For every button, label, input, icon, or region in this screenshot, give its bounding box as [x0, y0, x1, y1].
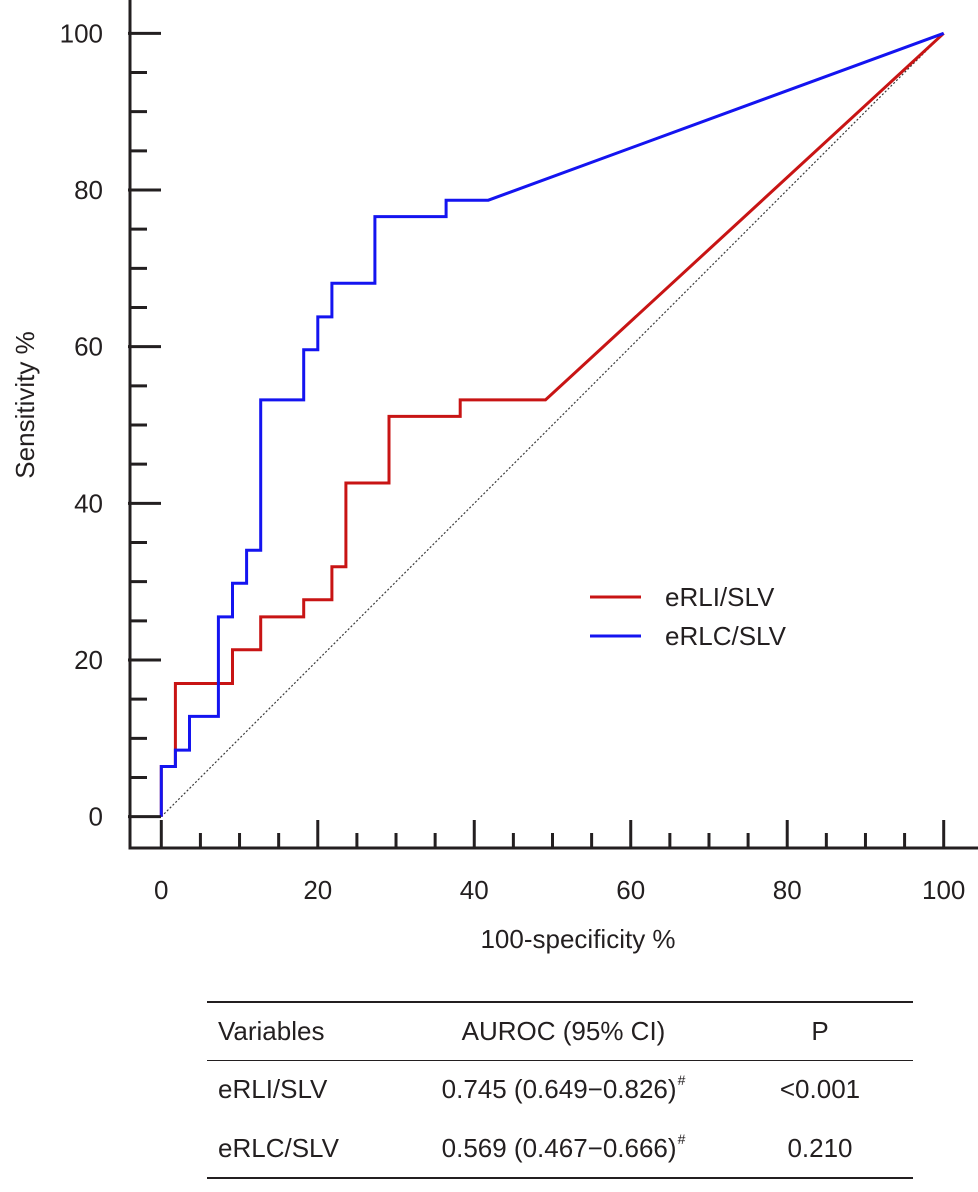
y-tick-label: 20 [74, 645, 103, 675]
header-auroc: AUROC (95% CI) [400, 1002, 727, 1060]
p-value-cell: 0.210 [727, 1119, 913, 1178]
auroc-value: 0.569 (0.467−0.666) [442, 1133, 677, 1163]
auroc-cell: 0.569 (0.467−0.666)# [400, 1119, 727, 1178]
roc-chart: 0 20 40 60 80 100 0 20 40 60 80 100 Sensitivity % 1… [0, 0, 978, 970]
legend: eRLI/SLV eRLC/SLV [590, 582, 787, 651]
auroc-table: Variables AUROC (95% CI) P eRLI/SLV 0.74… [207, 1001, 913, 1179]
header-variables: Variables [207, 1002, 400, 1060]
p-value-cell: <0.001 [727, 1060, 913, 1119]
y-tick-label: 60 [74, 332, 103, 362]
auroc-cell: 0.745 (0.649−0.826)# [400, 1060, 727, 1119]
significance-mark: # [678, 1131, 686, 1147]
axis-ticks [128, 33, 944, 848]
y-axis-label: Sensitivity % [10, 331, 40, 478]
reference-diagonal-line [161, 33, 943, 816]
variable-cell: eRLC/SLV [207, 1119, 400, 1178]
auroc-value: 0.745 (0.649−0.826) [442, 1074, 677, 1104]
y-tick-label: 0 [89, 802, 103, 832]
variable-cell: eRLI/SLV [207, 1060, 400, 1119]
x-tick-label: 60 [616, 875, 645, 905]
y-tick-label: 100 [60, 18, 103, 48]
reference-layer [161, 33, 943, 816]
x-tick-label: 40 [460, 875, 489, 905]
auroc-table-grid: Variables AUROC (95% CI) P eRLI/SLV 0.74… [207, 1001, 913, 1179]
y-tick-label: 40 [74, 488, 103, 518]
x-tick-label: 20 [303, 875, 332, 905]
legend-item-erlc-slv: eRLC/SLV [590, 621, 787, 651]
legend-item-erli-slv: eRLI/SLV [590, 582, 775, 612]
x-tick-label: 0 [154, 875, 168, 905]
legend-label-erli-slv: eRLI/SLV [665, 582, 775, 612]
header-p: P [727, 1002, 913, 1060]
x-axis-label: 100-specificity % [480, 924, 675, 954]
tick-labels: 0 20 40 60 80 100 0 20 40 60 80 100 [60, 18, 966, 905]
table-header-row: Variables AUROC (95% CI) P [207, 1002, 913, 1060]
table-row: eRLC/SLV 0.569 (0.467−0.666)# 0.210 [207, 1119, 913, 1178]
x-tick-label: 100 [922, 875, 965, 905]
x-tick-label: 80 [773, 875, 802, 905]
significance-mark: # [678, 1072, 686, 1088]
y-tick-label: 80 [74, 175, 103, 205]
table-row: eRLI/SLV 0.745 (0.649−0.826)# <0.001 [207, 1060, 913, 1119]
legend-label-erlc-slv: eRLC/SLV [665, 621, 787, 651]
